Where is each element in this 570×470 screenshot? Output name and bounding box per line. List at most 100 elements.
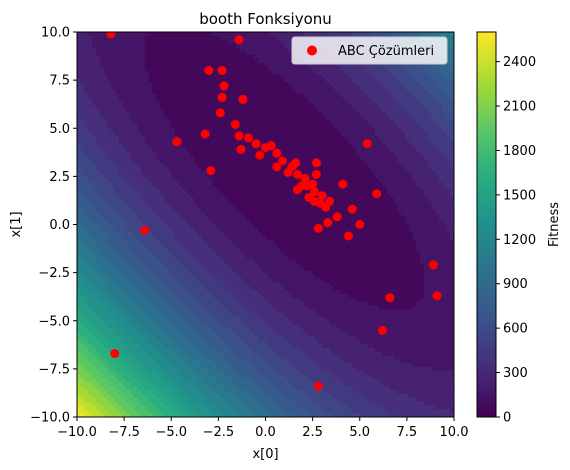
contour-cell [212, 189, 218, 195]
contour-cell [156, 74, 161, 79]
contour-cell [84, 332, 89, 337]
contour-cell [110, 143, 116, 149]
contour-cell [250, 370, 255, 376]
contour-cell [246, 216, 252, 222]
contour-cell [205, 93, 210, 99]
contour-cell [95, 32, 101, 37]
contour-cell [190, 286, 195, 291]
contour-cell [201, 186, 206, 191]
contour-cell [231, 363, 236, 368]
contour-cell [114, 170, 120, 176]
contour-cell [103, 359, 108, 364]
contour-cell [152, 143, 157, 149]
contour-cell [175, 66, 180, 72]
contour-cell [77, 151, 82, 156]
contour-cell [133, 209, 138, 214]
contour-cell [193, 151, 199, 156]
contour-cell [257, 120, 263, 125]
contour-cell [171, 409, 176, 414]
contour-cell [235, 47, 240, 52]
contour-cell [126, 178, 131, 183]
contour-cell [163, 405, 169, 410]
contour-cell [201, 155, 206, 160]
contour-cell [144, 243, 150, 249]
contour-cell [231, 336, 236, 341]
contour-cell [193, 82, 199, 87]
contour-cell [122, 359, 127, 364]
contour-cell [122, 32, 127, 37]
contour-cell [103, 212, 108, 218]
contour-cell [242, 328, 248, 333]
contour-cell [129, 174, 135, 179]
contour-cell [178, 316, 184, 322]
contour-cell [175, 128, 180, 133]
contour-cell [167, 55, 172, 60]
contour-cell [182, 174, 187, 179]
contour-cell [141, 247, 146, 253]
contour-cell [122, 58, 127, 64]
contour-cell [205, 324, 210, 330]
contour-cell [190, 97, 195, 102]
contour-cell [141, 243, 146, 249]
contour-cell [107, 112, 112, 118]
contour-cell [144, 66, 150, 72]
contour-cell [254, 263, 259, 268]
contour-cell [103, 382, 108, 387]
contour-cell [92, 43, 97, 48]
contour-cell [103, 316, 108, 322]
contour-cell [95, 220, 101, 226]
contour-cell [95, 193, 101, 199]
contour-cell [126, 197, 131, 202]
contour-cell [212, 301, 218, 306]
contour-cell [201, 201, 206, 206]
contour-cell [99, 343, 104, 349]
contour-cell [137, 174, 142, 179]
contour-cell [182, 43, 187, 48]
contour-cell [159, 109, 165, 114]
contour-cell [224, 355, 229, 360]
contour-cell [122, 89, 127, 95]
contour-cell [182, 205, 187, 210]
contour-cell [246, 209, 252, 214]
contour-cell [220, 58, 225, 64]
contour-cell [144, 413, 150, 417]
contour-cell [257, 101, 263, 106]
contour-cell [216, 382, 221, 387]
contour-cell [99, 320, 104, 326]
contour-cell [208, 386, 214, 391]
contour-cell [175, 259, 180, 264]
contour-cell [133, 43, 138, 48]
contour-cell [193, 332, 199, 337]
contour-cell [103, 97, 108, 102]
contour-cell [77, 247, 82, 253]
contour-cell [201, 47, 206, 52]
contour-cell [141, 259, 146, 264]
contour-cell [178, 85, 184, 91]
contour-cell [190, 201, 195, 206]
contour-cell [201, 162, 206, 168]
contour-cell [212, 413, 218, 417]
contour-cell [201, 243, 206, 249]
contour-cell [246, 301, 252, 306]
contour-cell [148, 297, 153, 303]
contour-cell [141, 301, 146, 306]
contour-cell [107, 236, 112, 241]
contour-cell [126, 374, 131, 380]
contour-cell [224, 297, 229, 303]
contour-cell [231, 401, 236, 407]
contour-cell [152, 170, 157, 176]
contour-cell [246, 293, 252, 299]
contour-cell [103, 228, 108, 233]
contour-cell [103, 405, 108, 410]
contour-cell [84, 189, 89, 195]
contour-cell [261, 393, 267, 399]
contour-cell [92, 320, 97, 326]
contour-cell [197, 301, 203, 306]
contour-cell [201, 216, 206, 222]
contour-cell [220, 151, 225, 156]
contour-cell [182, 266, 187, 272]
contour-cell [107, 162, 112, 168]
contour-cell [254, 135, 259, 141]
contour-cell [205, 305, 210, 310]
contour-cell [190, 401, 195, 407]
